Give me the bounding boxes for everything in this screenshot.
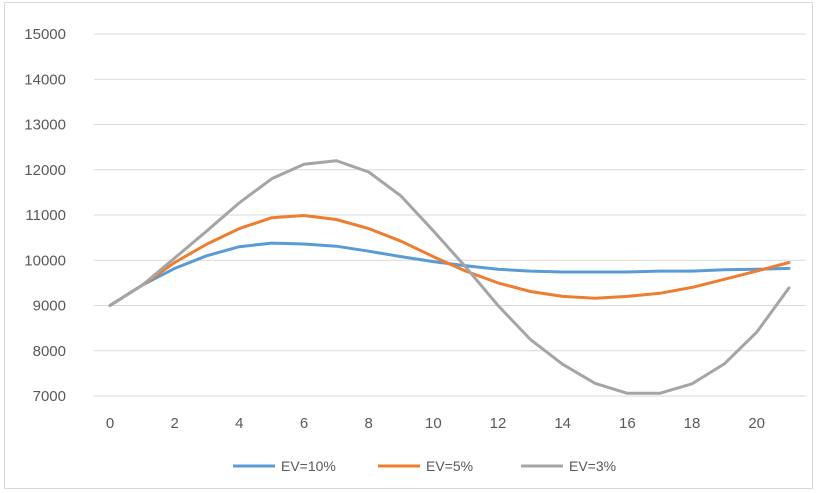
x-tick-label: 4 [235,415,243,432]
y-tick-label: 15000 [24,26,66,43]
y-tick-label: 8000 [33,343,66,360]
y-tick-label: 14000 [24,71,66,88]
series-line-3 [108,159,791,395]
x-tick-label: 8 [364,415,372,432]
x-tick-label: 14 [554,415,571,432]
y-tick-label: 12000 [24,162,66,179]
legend-label-1: EV=10% [281,458,336,474]
y-tick-label: 10000 [24,252,66,269]
y-tick-label: 13000 [24,117,66,134]
series-line-1 [108,241,791,307]
y-tick-label: 9000 [33,298,66,315]
y-tick-label: 11000 [25,207,66,224]
legend-label-3: EV=3% [569,458,616,474]
x-tick-label: 20 [748,415,765,432]
x-tick-label: 12 [490,415,507,432]
series-line-2 [108,214,791,307]
gridlines [94,33,806,397]
x-tick-label: 16 [619,415,636,432]
legend: EV=10% EV=5% EV=3% [233,458,616,474]
y-tick-label: 7000 [33,388,66,405]
y-axis-ticks: 7000 8000 9000 10000 11000 12000 13000 14000 150… [24,26,66,405]
x-tick-label: 0 [106,415,114,432]
x-tick-label: 18 [684,415,701,432]
x-tick-label: 2 [170,415,178,432]
legend-label-2: EV=5% [426,458,473,474]
x-tick-label: 6 [300,415,308,432]
series-lines [108,159,791,395]
x-axis-ticks: 0 2 4 6 8 10 12 14 16 18 20 [106,415,765,432]
x-tick-label: 10 [425,415,442,432]
